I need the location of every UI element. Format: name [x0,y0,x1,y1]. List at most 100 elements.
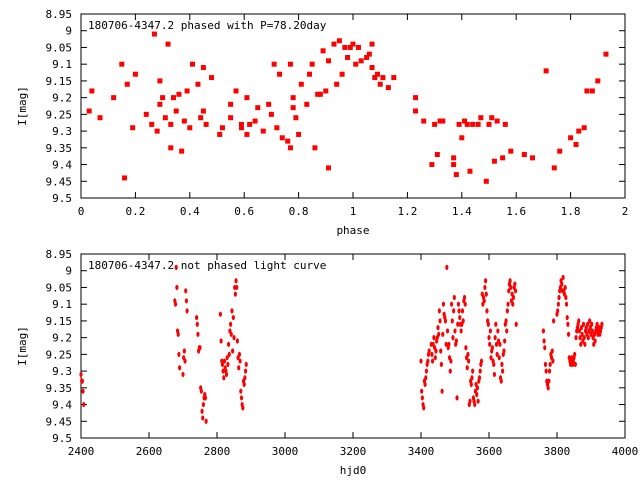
data-point [243,368,248,374]
data-point [168,121,174,127]
data-point [494,321,498,327]
data-point [450,301,454,307]
data-point [419,358,423,364]
data-point [160,95,166,101]
data-point [483,178,489,184]
data-point [566,321,570,327]
data-point [244,131,250,137]
data-point [430,351,434,357]
data-point [476,398,480,404]
data-point [495,351,499,357]
data-point [122,175,128,181]
data-point [168,145,174,151]
data-point [467,168,473,174]
data-point [595,78,601,84]
y-tick-label: 9.3 [52,125,72,138]
y-axis-label: I[mag] [16,86,29,126]
data-point [176,91,182,97]
data-point [547,378,551,384]
data-point [239,395,244,401]
data-point [579,325,584,331]
x-axis-label: hjd0 [340,464,367,477]
data-point [574,335,578,341]
data-point [174,264,178,270]
data-point [178,365,182,371]
data-point [511,294,516,301]
data-point [437,308,441,314]
data-point [413,108,419,114]
x-tick-label: 1.8 [561,205,581,218]
data-point [578,335,582,341]
data-point [157,101,163,107]
data-point [225,355,229,361]
phased-light-curve-panel: 0 0.2 0.4 0.6 0.8 1 1.2 1.4 1.6 1.8 2 8.95 9 9.05 9.1 9… [16,8,628,237]
data-point [486,321,490,327]
data-point [439,348,443,354]
data-point [198,345,202,351]
data-point [464,345,468,351]
data-point [561,274,565,281]
data-point [473,401,477,408]
data-point [235,284,239,291]
data-point [440,388,444,394]
data-point [580,331,584,337]
data-point [482,298,486,304]
data-point [487,335,491,341]
data-point [274,125,280,131]
data-point [177,351,181,357]
data-point [421,118,427,124]
data-point [581,125,587,131]
data-point [252,118,258,124]
data-point [162,115,168,121]
data-point [358,58,364,64]
data-point [260,128,266,134]
data-point [550,348,554,354]
data-point [453,172,459,178]
data-point [190,61,196,67]
data-point [350,41,356,47]
data-point [203,395,208,401]
data-point [546,385,550,391]
data-point [184,288,188,294]
data-point [201,401,205,408]
y-tick-label: 9.3 [52,365,72,378]
data-point [80,378,84,384]
data-point [454,338,458,344]
data-point [494,118,500,124]
data-point [422,405,426,411]
data-point [492,361,496,367]
data-point [484,291,488,297]
data-point [151,31,157,37]
data-point [508,278,512,284]
data-point [364,54,370,60]
data-point [500,155,506,161]
x-tick-label: 0.2 [125,205,145,218]
data-point [226,361,230,367]
data-point [551,358,555,364]
data-point [451,162,457,168]
data-point [488,328,492,334]
data-point [200,108,206,114]
data-point [306,71,312,77]
data-point [355,44,361,50]
data-point [496,328,500,334]
y-tick-label: 9.05 [46,281,73,294]
data-point [486,121,492,127]
data-point [505,308,509,314]
data-point [439,361,443,367]
data-point [209,75,215,81]
data-point [219,338,223,344]
data-point [285,138,291,144]
data-point [293,115,299,121]
data-point [323,88,329,94]
data-point [586,335,590,341]
data-point [233,291,237,297]
y-tick-label: 8.95 [46,8,73,21]
data-point [464,121,470,127]
data-point [326,165,332,171]
data-point [484,278,488,284]
y-tick-label: 9.05 [46,41,73,54]
data-point [551,165,557,171]
data-point [590,328,594,334]
